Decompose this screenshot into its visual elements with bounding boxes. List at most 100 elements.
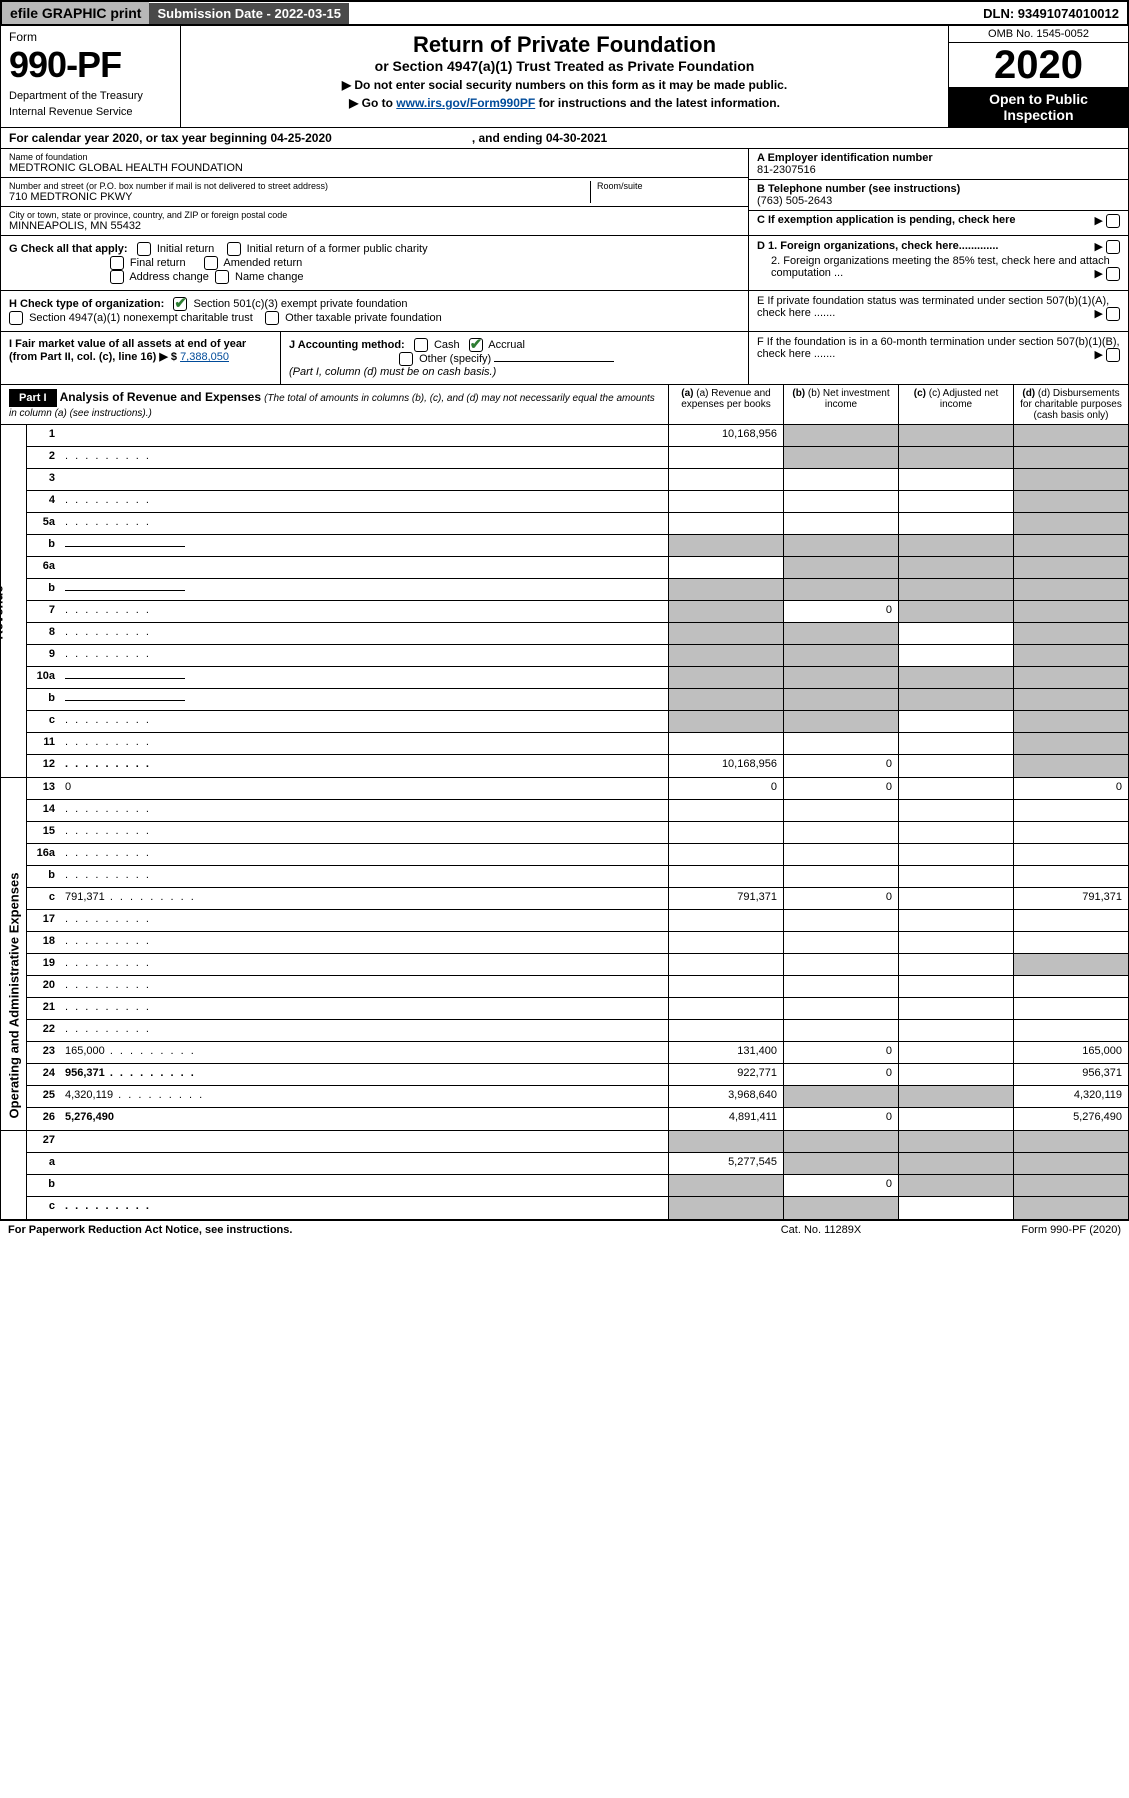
cell-a: 5,277,545	[668, 1153, 783, 1174]
cell-a	[668, 1131, 783, 1152]
cell-a	[668, 601, 783, 622]
line-desc	[61, 866, 668, 887]
line-desc	[61, 910, 668, 931]
j-cash-cb[interactable]	[414, 338, 428, 352]
cell-b	[783, 579, 898, 600]
line-desc: 791,371	[61, 888, 668, 909]
cell-d	[1013, 1175, 1128, 1196]
cell-b	[783, 954, 898, 975]
fmv-value: 7,388,050	[180, 351, 229, 363]
cell-a	[668, 866, 783, 887]
f-checkbox[interactable]	[1106, 348, 1120, 362]
cell-d	[1013, 1197, 1128, 1219]
cell-b: 0	[783, 1042, 898, 1063]
line-desc	[61, 844, 668, 865]
h-501c3-cb[interactable]	[173, 297, 187, 311]
line-no: 6a	[27, 557, 61, 578]
d1-checkbox[interactable]	[1106, 240, 1120, 254]
cell-a	[668, 1020, 783, 1041]
line-no: 21	[27, 998, 61, 1019]
g-name-change-cb[interactable]	[215, 270, 229, 284]
form990pf-link[interactable]: www.irs.gov/Form990PF	[396, 96, 535, 110]
h-other-taxable-cb[interactable]	[265, 311, 279, 325]
line-desc: 165,000	[61, 1042, 668, 1063]
line-desc	[61, 755, 668, 777]
cell-a: 131,400	[668, 1042, 783, 1063]
cell-c	[898, 1042, 1013, 1063]
g-amended-cb[interactable]	[204, 256, 218, 270]
cell-c	[898, 447, 1013, 468]
table-row: 9	[27, 645, 1128, 667]
cell-c	[898, 778, 1013, 799]
submission-date: Submission Date - 2022-03-15	[149, 3, 349, 24]
line-desc	[61, 733, 668, 754]
cell-a	[668, 998, 783, 1019]
line-no: 23	[27, 1042, 61, 1063]
table-row: 6a	[27, 557, 1128, 579]
cell-b	[783, 844, 898, 865]
note-goto: ▶ Go to www.irs.gov/Form990PF for instru…	[201, 96, 928, 110]
cell-c	[898, 425, 1013, 446]
g-initial-former-cb[interactable]	[227, 242, 241, 256]
cell-a	[668, 976, 783, 997]
e-checkbox[interactable]	[1106, 307, 1120, 321]
cell-c	[898, 733, 1013, 754]
line-no: 27	[27, 1131, 61, 1152]
form-ref: Form 990-PF (2020)	[921, 1224, 1121, 1236]
line-no: 22	[27, 1020, 61, 1041]
omb-no: OMB No. 1545-0052	[949, 26, 1128, 43]
j-accrual-cb[interactable]	[469, 338, 483, 352]
line-no: 7	[27, 601, 61, 622]
g-final-return-cb[interactable]	[110, 256, 124, 270]
table-row: 11	[27, 733, 1128, 755]
line-desc	[61, 645, 668, 666]
col-c-head: (c) (c) Adjusted net income	[898, 385, 1013, 424]
cell-d	[1013, 645, 1128, 666]
tax-year: 2020	[949, 43, 1128, 87]
cell-b	[783, 623, 898, 644]
cell-a: 791,371	[668, 888, 783, 909]
cell-d	[1013, 866, 1128, 887]
foundation-name: MEDTRONIC GLOBAL HEALTH FOUNDATION	[9, 162, 740, 174]
g-initial-return-cb[interactable]	[137, 242, 151, 256]
line-no: a	[27, 1153, 61, 1174]
table-row: b	[27, 689, 1128, 711]
cell-c	[898, 601, 1013, 622]
d2-checkbox[interactable]	[1106, 267, 1120, 281]
cell-b	[783, 733, 898, 754]
header-left: Form 990-PF Department of the Treasury I…	[1, 26, 181, 127]
cell-c	[898, 689, 1013, 710]
form-number: 990-PF	[9, 44, 172, 86]
table-row: 16a	[27, 844, 1128, 866]
cell-b	[783, 1197, 898, 1219]
cell-d	[1013, 469, 1128, 490]
efile-label[interactable]: efile GRAPHIC print	[2, 2, 149, 24]
paperwork-notice: For Paperwork Reduction Act Notice, see …	[8, 1224, 721, 1236]
cell-a: 10,168,956	[668, 425, 783, 446]
table-row: b	[27, 579, 1128, 601]
cell-a: 0	[668, 778, 783, 799]
h-4947-cb[interactable]	[9, 311, 23, 325]
dln: DLN: 93491074010012	[975, 3, 1127, 24]
cell-d	[1013, 998, 1128, 1019]
line-desc	[61, 1020, 668, 1041]
table-row: c791,371791,3710791,371	[27, 888, 1128, 910]
cell-a	[668, 645, 783, 666]
g-address-change-cb[interactable]	[110, 270, 124, 284]
cell-b: 0	[783, 755, 898, 777]
open-public: Open to Public Inspection	[949, 87, 1128, 127]
room-label: Room/suite	[597, 181, 740, 191]
table-row: b0	[27, 1175, 1128, 1197]
col-a-head: (a) (a) Revenue and expenses per books	[668, 385, 783, 424]
line-no: b	[27, 689, 61, 710]
table-row: 27	[27, 1131, 1128, 1153]
j-other-cb[interactable]	[399, 352, 413, 366]
c-checkbox[interactable]	[1106, 214, 1120, 228]
cell-d: 0	[1013, 778, 1128, 799]
line-desc	[61, 623, 668, 644]
line-desc	[61, 1197, 668, 1219]
cell-a	[668, 579, 783, 600]
cell-c	[898, 623, 1013, 644]
form-label: Form	[9, 30, 172, 44]
cell-b: 0	[783, 888, 898, 909]
